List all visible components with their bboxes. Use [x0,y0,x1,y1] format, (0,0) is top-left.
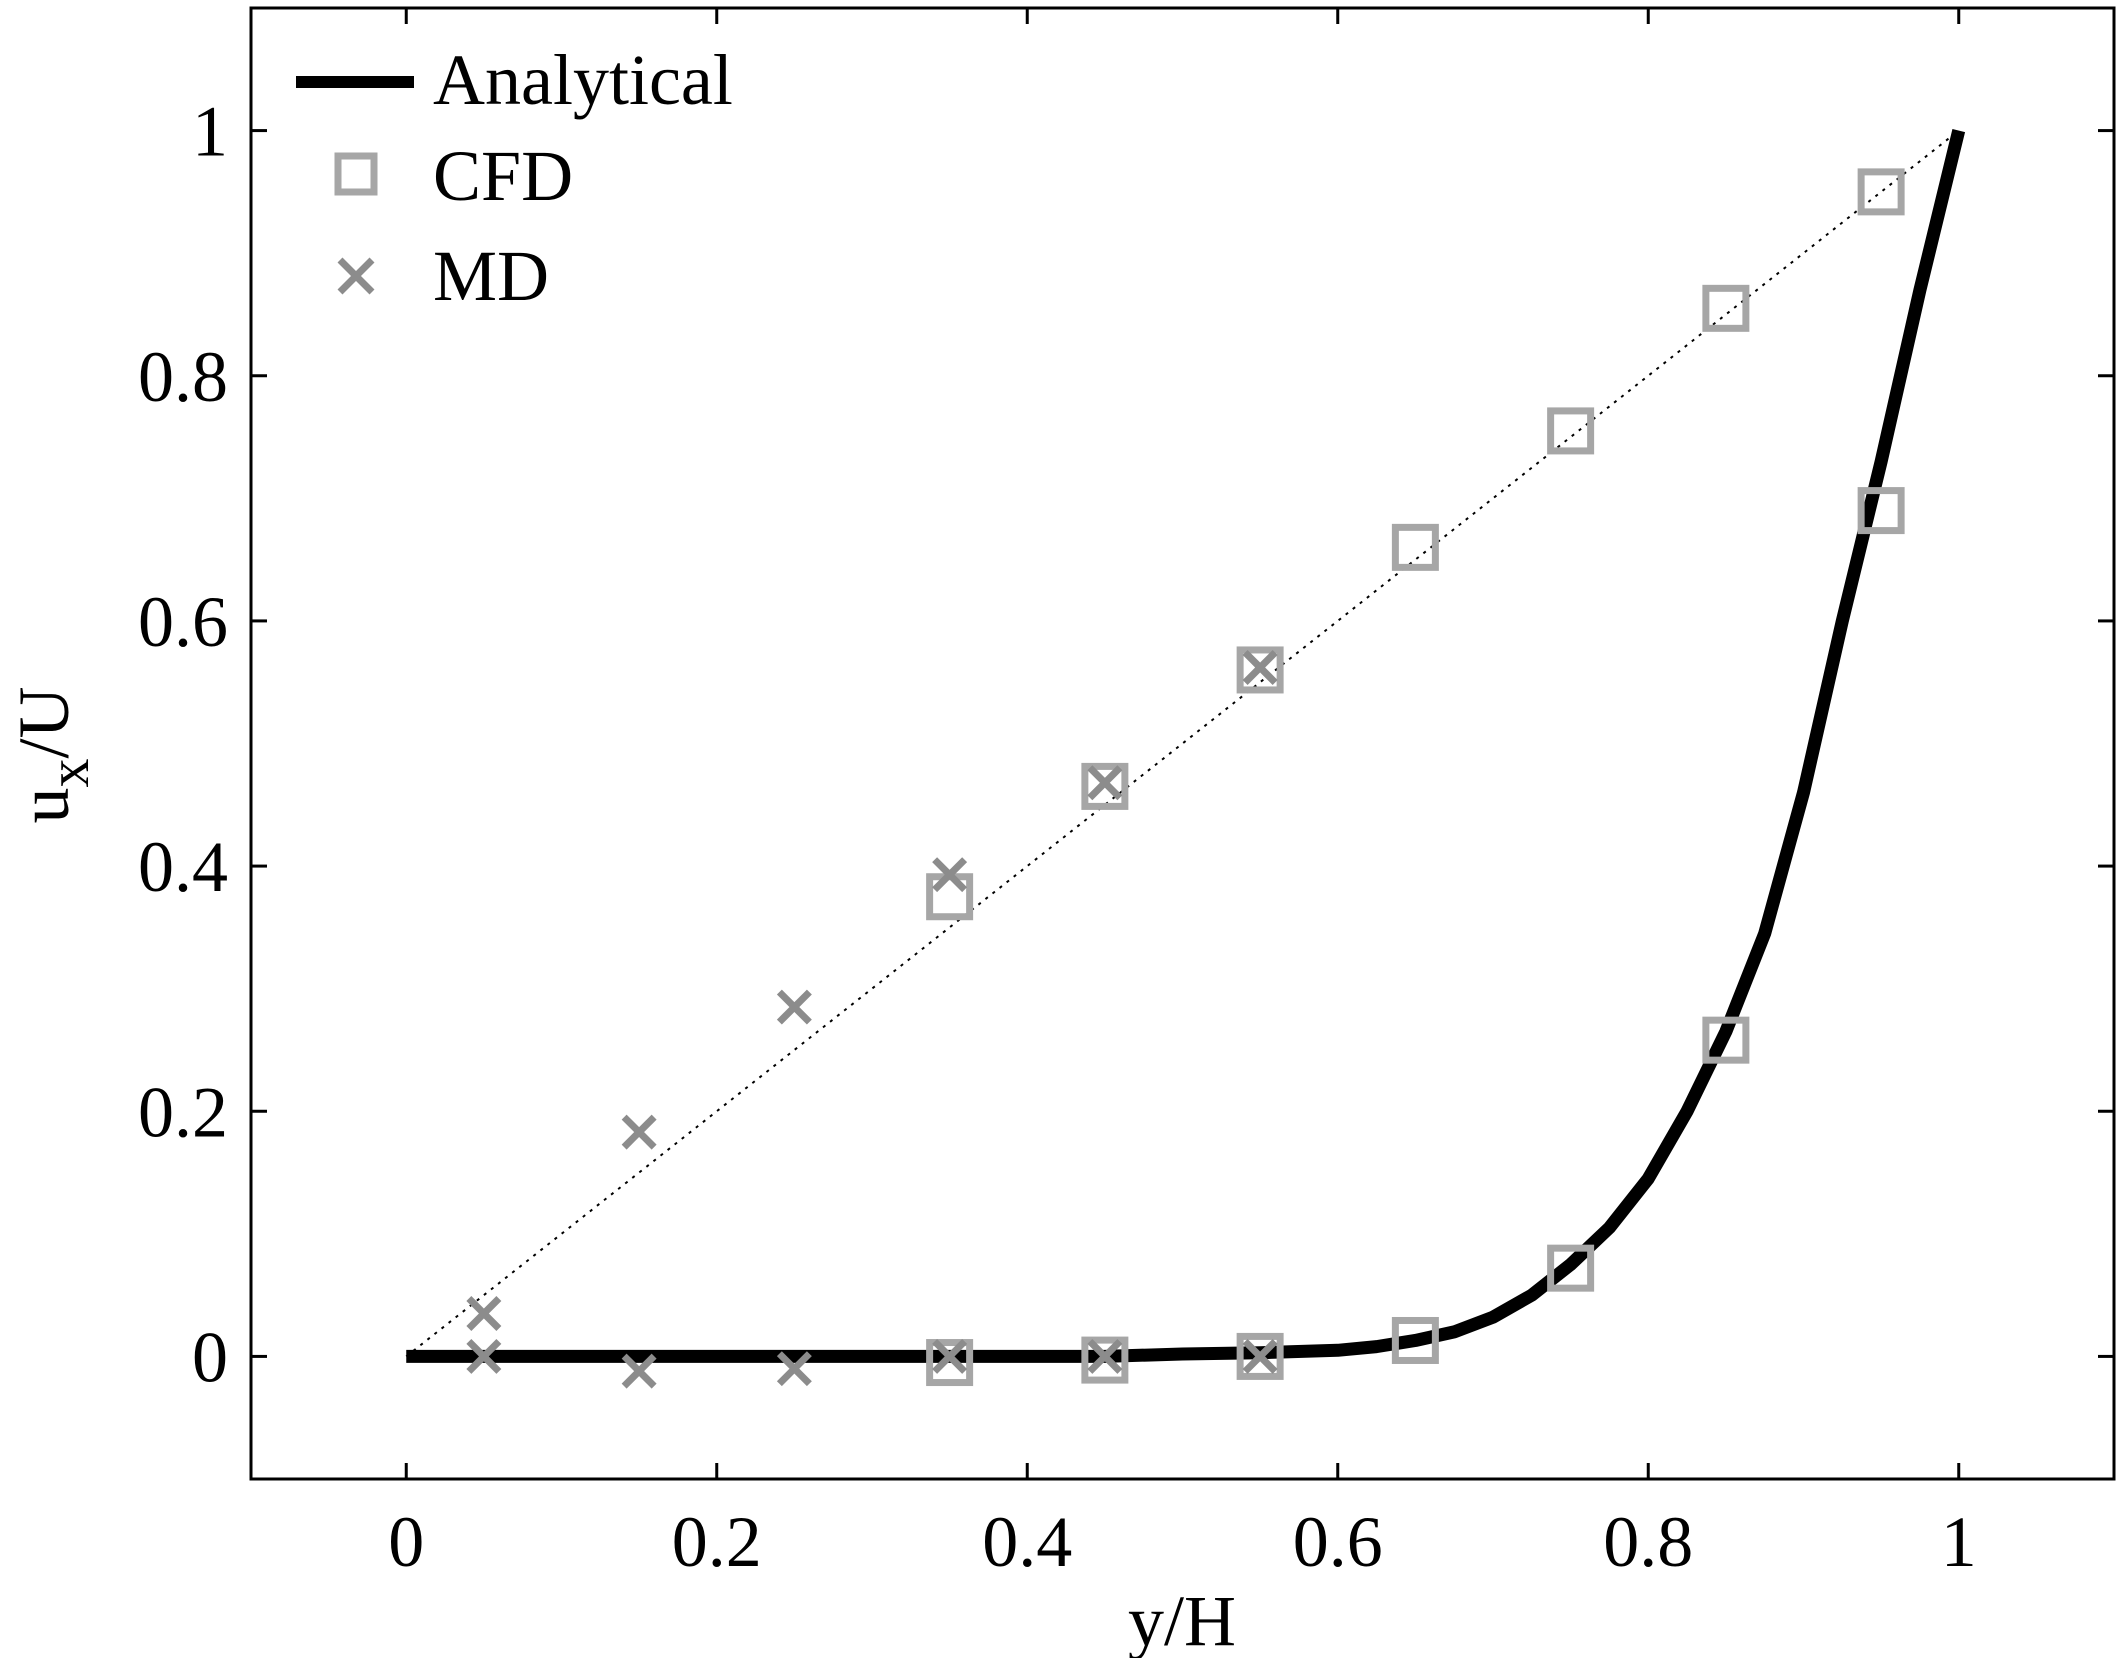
y-tick-labels: 0 0.2 0.4 0.6 0.8 1 [138,92,228,1398]
x-tick-label: 0.8 [1603,1502,1693,1582]
md-point [1087,765,1123,801]
legend-cfd-swatch [334,152,378,196]
legend-analytical-label: Analytical [433,40,733,120]
md-point [466,1338,502,1374]
x-tick-label: 0.4 [982,1502,1072,1582]
cfd-point [1547,407,1595,455]
md-point [932,857,968,893]
x-tick-label: 0 [388,1502,424,1582]
analytical-line [406,129,1966,1363]
cfd-point [1547,1244,1595,1292]
legend: Analytical CFD MD [296,40,733,316]
y-tick-label: 0.8 [138,337,228,417]
cfd-point [1081,762,1129,810]
legend-md-label: MD [433,236,549,316]
y-tick-label: 0.6 [138,582,228,662]
cfd-point [926,1339,974,1387]
cfd-point [1236,1332,1284,1380]
svg-text:ux/U: ux/U [4,687,101,824]
cfd-point [1702,284,1750,332]
x-axis-label: y/H [1128,1581,1236,1658]
x-tick-label: 0.6 [1293,1502,1383,1582]
md-point [776,1351,812,1387]
md-point [621,1353,657,1389]
md-point [932,1338,968,1374]
cfd-point [1236,646,1284,694]
series-layer [405,129,1966,1389]
md-point [621,1114,657,1150]
x-tick-labels: 0 0.2 0.4 0.6 0.8 1 [388,1502,1977,1582]
axes-frame [249,6,2116,1481]
cfd-point [1081,1336,1129,1384]
md-point [1242,650,1278,685]
md-point [1087,1338,1123,1374]
y-tick-label: 1 [192,92,228,172]
md-point [466,1296,502,1331]
cfd-point [1391,523,1439,571]
y-tick-label: 0.4 [138,827,228,907]
md-point [776,989,812,1025]
cfd-point [1391,1316,1439,1364]
identity-dotted-line [405,129,1960,1358]
legend-cfd-label: CFD [433,136,573,216]
y-tick-label: 0 [192,1317,228,1397]
y-axis-label: ux/U [4,687,101,824]
cfd-point [1857,168,1905,216]
legend-md-swatch [337,257,375,295]
axis-ticks [251,8,2114,1479]
cfd-point [1702,1016,1750,1064]
y-axis-label-sub: x [36,759,101,788]
cfd-point [1857,487,1905,535]
x-tick-label: 0.2 [672,1502,762,1582]
plot-area [249,6,2116,1481]
y-tick-label: 0.2 [138,1072,228,1152]
y-axis-label-rest: /U [4,687,84,759]
x-tick-label: 1 [1941,1502,1977,1582]
md-point [1242,1338,1278,1374]
y-axis-label-base: u [4,788,84,824]
